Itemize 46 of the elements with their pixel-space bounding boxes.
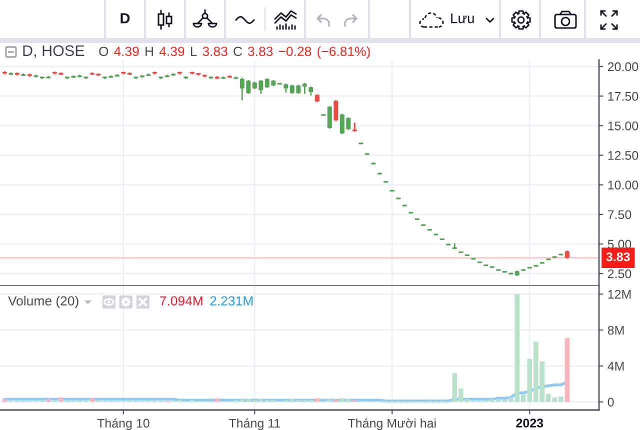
y-tick-label: 17.50 <box>608 92 638 101</box>
candlestick <box>352 122 357 132</box>
text: Volume (20) <box>8 296 78 308</box>
bar <box>90 398 95 402</box>
bar <box>58 397 64 402</box>
x-tick-label: Tháng 10 <box>97 418 150 430</box>
ref-line-label: 3.83 <box>606 252 630 262</box>
y-tick-label: 12.50 <box>608 151 638 160</box>
y-tick-label: 12M <box>608 290 631 299</box>
y-tick-label: 2.50 <box>608 269 632 278</box>
candlestick <box>152 72 157 74</box>
candlestick <box>302 82 307 94</box>
candlestick <box>164 74 170 78</box>
candlestick <box>327 106 332 129</box>
candlestick <box>452 243 457 249</box>
candlestick <box>121 72 126 74</box>
y-tick-label: 8M <box>608 326 624 335</box>
y-tick-label: 7.50 <box>608 210 632 220</box>
y-tick-label: 0 <box>608 398 614 407</box>
text: D <box>120 13 130 24</box>
chart-title: D, HOSE <box>23 45 84 58</box>
x-tick-label: Tháng 11 <box>228 418 280 430</box>
y-tick-label: 4M <box>608 362 624 370</box>
candlestick <box>27 74 32 77</box>
candlestick <box>14 72 20 76</box>
annotation: 2.231M <box>210 296 253 306</box>
y-tick-label: 10.00 <box>608 180 638 190</box>
text: Lưu <box>451 14 474 24</box>
bar <box>564 338 570 402</box>
bar <box>314 398 320 402</box>
y-tick-label: 15.00 <box>608 121 638 130</box>
candlestick <box>214 76 220 80</box>
candlestick <box>177 72 182 74</box>
bar <box>2 399 8 402</box>
x-tick-label: Tháng Mười hai <box>348 418 436 430</box>
y-tick-label: 20.00 <box>608 62 638 72</box>
bar <box>46 399 51 402</box>
candlestick <box>334 100 338 122</box>
bar <box>214 398 220 402</box>
bar <box>334 399 338 402</box>
candlestick <box>202 74 207 78</box>
annotation: 7.094M <box>160 296 202 306</box>
candlestick <box>2 71 7 74</box>
candlestick <box>34 74 38 78</box>
text: O 4.39 H 4.39 L 3.83 C 3.83 −0.28 (−6.81%) <box>99 46 370 59</box>
x-tick-label: 2023 <box>516 418 544 428</box>
